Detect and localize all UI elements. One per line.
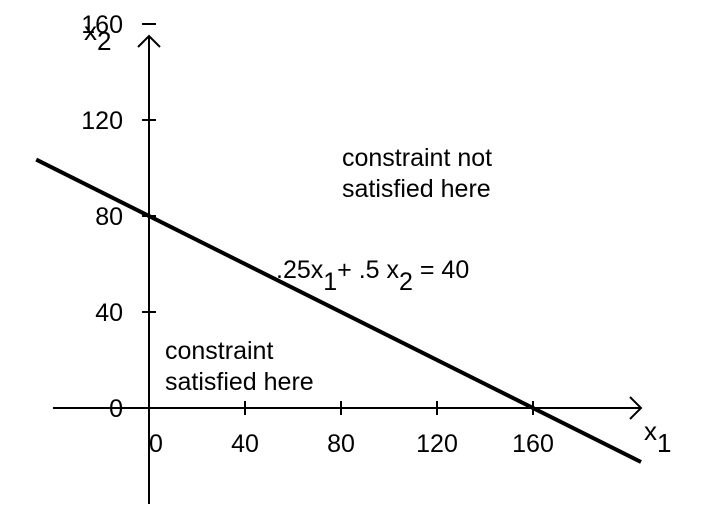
y-tick-label-2: 80 [95, 203, 123, 231]
y-tick-label-3: 120 [81, 107, 123, 135]
constraint-equation: .25x1+ .5 x2 = 40 [276, 256, 469, 296]
equation-subscript-2: 2 [399, 268, 413, 296]
y-tick-label-0: 0 [109, 395, 123, 423]
x-axis-title-base: x [644, 416, 657, 446]
y-tick-label-4: 160 [81, 11, 123, 39]
ticks: 0 40 80 120 160 0 40 80 120 160 [81, 11, 554, 458]
x-tick-label-1: 40 [231, 430, 259, 458]
x-tick-label-3: 120 [416, 430, 458, 458]
x-axis-title: x1 [644, 416, 671, 458]
annotation-not-satisfied-line2: satisfied here [342, 175, 491, 203]
equation-part-1: .25x [276, 256, 324, 284]
series [35, 157, 642, 464]
x-tick-label-0: 0 [149, 430, 163, 458]
equation-part-3: = 40 [413, 256, 469, 284]
equation-part-2: + .5 x [337, 256, 399, 284]
x-axis-title-subscript: 1 [657, 428, 671, 458]
x-tick-label-2: 80 [327, 430, 355, 458]
y-axis-title-subscript: 2 [97, 26, 111, 56]
y-axis-title: x2 [84, 16, 111, 56]
annotation-satisfied-line1: constraint [165, 337, 273, 365]
x-tick-label-4: 160 [512, 430, 554, 458]
annotation-satisfied-line2: satisfied here [165, 368, 314, 396]
y-axis-title-base: x [84, 16, 97, 46]
equation-subscript-1: 1 [323, 268, 337, 296]
x-axis-arrow [629, 396, 643, 420]
annotation-not-satisfied-line1: constraint not [342, 144, 492, 172]
constraint-line-0 [35, 157, 642, 464]
y-tick-label-1: 40 [95, 299, 123, 327]
y-axis-arrow [137, 34, 161, 48]
